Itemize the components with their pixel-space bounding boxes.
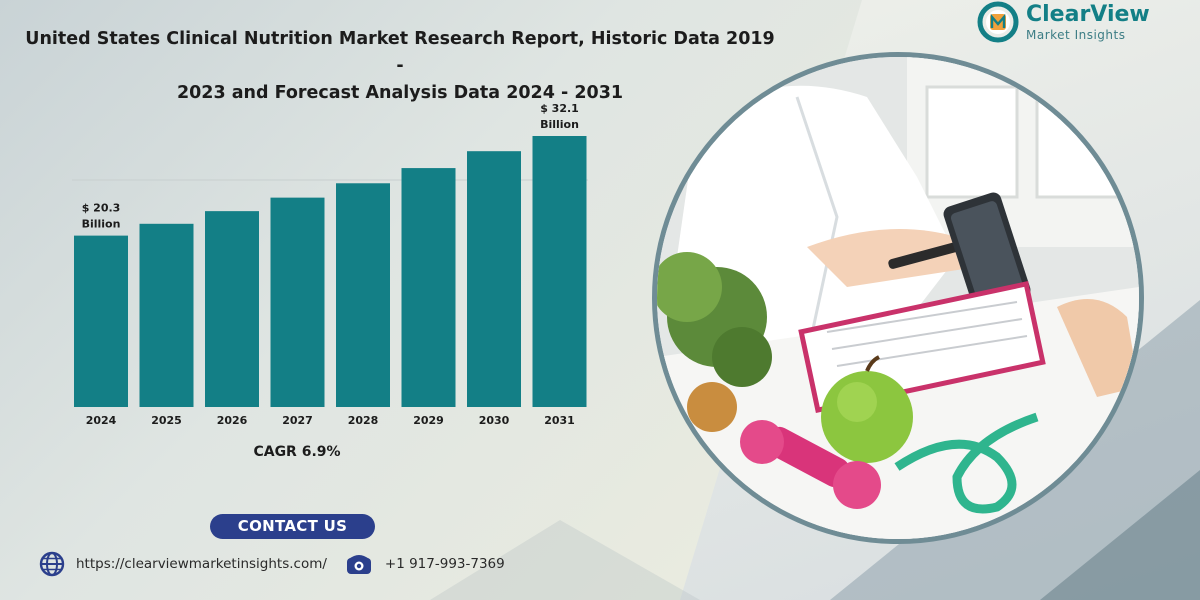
page-title-line-2: 2023 and Forecast Analysis Data 2024 - 2… <box>176 83 624 103</box>
contact-info-row: https://clearviewmarketinsights.com/ +1 … <box>38 550 518 578</box>
page-title: United States Clinical Nutrition Market … <box>20 26 780 107</box>
x-tick-label-2027: 2027 <box>282 414 313 427</box>
page-title-line-1: United States Clinical Nutrition Market … <box>25 29 775 76</box>
x-tick-label-2028: 2028 <box>348 414 379 427</box>
doctor-consultation-photo <box>652 52 1144 544</box>
cagr-label: CAGR 6.9% <box>253 444 341 460</box>
clearview-logo-icon <box>977 1 1019 43</box>
x-tick-label-2030: 2030 <box>479 414 510 427</box>
brand-logo: ClearView Market Insights <box>976 0 1200 44</box>
website-link[interactable]: https://clearviewmarketinsights.com/ <box>76 556 327 572</box>
x-tick-label-2025: 2025 <box>151 414 182 427</box>
x-tick-label-2024: 2024 <box>86 414 117 427</box>
bar-2027 <box>270 197 325 407</box>
logo-name: ClearView <box>1026 1 1150 27</box>
data-label-2031-line-1: $ 32.1 <box>540 102 579 115</box>
x-tick-group: 2024 2025 2026 2027 2028 2029 2030 2031 <box>86 414 575 427</box>
bar-group <box>74 136 587 407</box>
globe-icon <box>39 551 65 577</box>
bar-2025 <box>139 223 194 407</box>
bar-2024 <box>74 235 128 407</box>
x-tick-label-2026: 2026 <box>217 414 248 427</box>
bar-2031 <box>532 136 587 407</box>
bar-2029 <box>401 168 456 407</box>
bar-2028 <box>336 183 390 407</box>
x-tick-label-2031: 2031 <box>544 414 575 427</box>
data-label-2024-line-1: $ 20.3 <box>82 202 121 215</box>
bar-2026 <box>205 211 259 407</box>
phone-icon <box>346 555 371 574</box>
x-tick-label-2029: 2029 <box>413 414 444 427</box>
contact-us-button[interactable]: CONTACT US <box>210 514 375 539</box>
data-label-2031-line-2: Billion <box>540 118 579 131</box>
data-label-group: $ 20.3 Billion $ 32.1 Billion <box>82 102 579 231</box>
phone-number[interactable]: +1 917-993-7369 <box>384 556 505 572</box>
bar-2030 <box>467 151 521 407</box>
data-label-2024-line-2: Billion <box>82 218 121 231</box>
logo-subtitle: Market Insights <box>1026 27 1126 42</box>
